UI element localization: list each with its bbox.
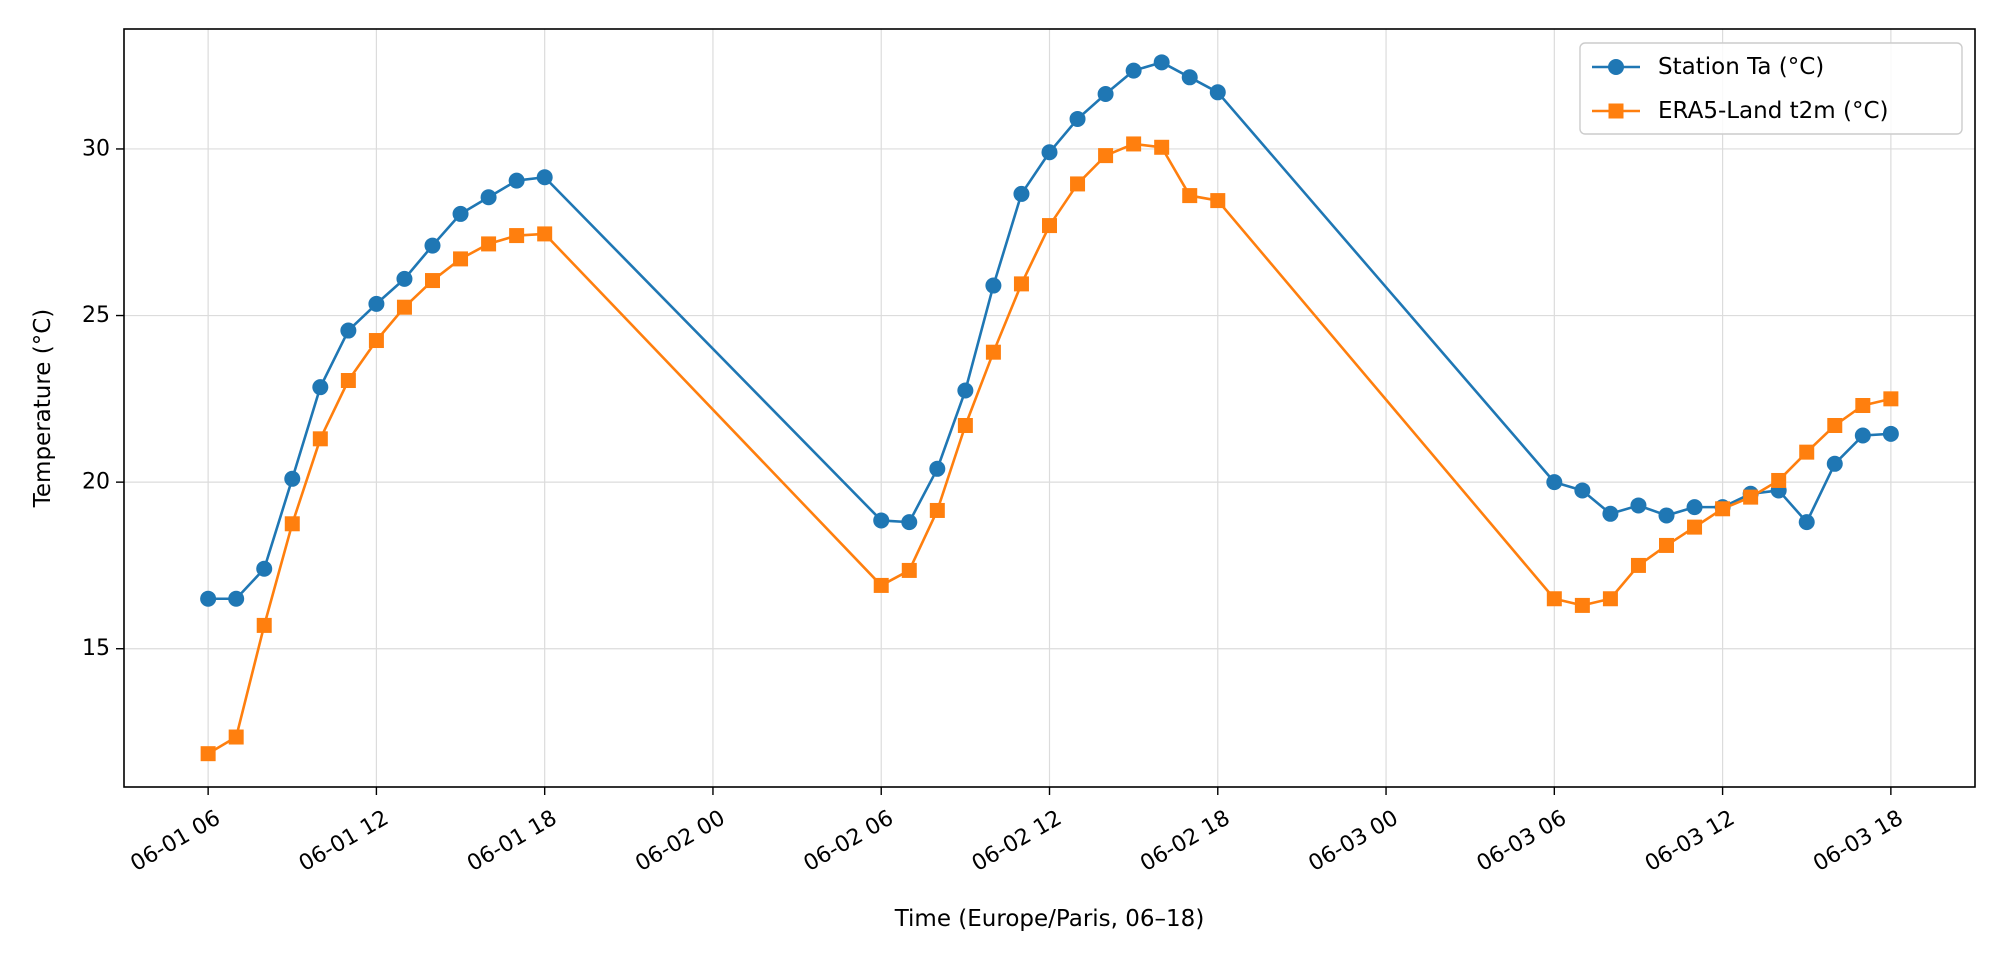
data-point [1181,69,1198,86]
data-point [1687,519,1703,535]
data-point [424,237,441,254]
data-point [537,226,553,242]
y-tick-label: 15 [82,636,110,661]
data-point [312,379,329,396]
data-point [1069,110,1086,127]
data-point [284,470,301,487]
data-point [1602,505,1619,522]
data-point [396,299,412,315]
data-point [929,460,946,477]
data-point [1883,391,1899,407]
data-point [1771,472,1787,488]
data-point [200,746,216,762]
data-point [901,562,917,578]
data-point [481,236,497,252]
data-point [1126,136,1142,152]
data-point [284,516,300,532]
data-point [1041,144,1058,161]
legend-label: ERA5-Land t2m (°C) [1658,98,1889,124]
data-point [901,514,918,531]
data-point [1743,489,1759,505]
data-point [1013,276,1029,292]
data-point [1827,417,1843,433]
y-tick-label: 25 [82,303,110,328]
series-1 [200,136,1899,762]
data-point [1854,427,1871,444]
data-point [1574,482,1591,499]
data-point [873,577,889,593]
data-point [368,333,384,349]
data-point [1098,148,1114,164]
data-point [957,417,973,433]
data-point [312,431,328,447]
data-point [425,273,440,289]
data-point [508,172,525,189]
data-point [536,169,553,186]
data-point [256,617,272,633]
data-point [1182,188,1198,204]
data-point [340,373,356,389]
data-point [1042,218,1057,234]
legend-swatch-marker [1608,59,1624,75]
data-point [256,560,273,577]
data-point [480,189,497,206]
data-point [452,205,469,222]
data-point [1013,185,1030,202]
data-point [1602,591,1618,607]
data-point [1546,591,1562,607]
data-point [200,590,217,607]
legend-label: Station Ta (°C) [1658,54,1824,80]
data-point [1574,597,1590,613]
data-point [985,277,1002,294]
data-point [1659,537,1674,553]
data-point [509,228,525,244]
data-point [228,590,245,607]
data-point [957,382,974,399]
y-tick-label: 20 [82,470,110,495]
y-axis-label: Temperature (°C) [30,309,56,509]
legend: Station Ta (°C) ERA5-Land t2m (°C) [1579,42,1963,135]
series-layer [200,54,1899,762]
y-tick-label: 30 [82,136,110,161]
data-point [1154,139,1170,155]
data-point [1125,62,1142,79]
data-point [1630,497,1647,514]
data-point [1826,455,1843,472]
data-point [1882,425,1899,442]
legend-swatch-marker [1608,103,1624,119]
data-point [1097,85,1114,102]
data-point [929,502,945,518]
data-point [1798,514,1815,531]
legend-item-0: Station Ta (°C) [1592,54,1824,80]
data-point [368,295,385,312]
data-point [396,270,413,287]
data-point [1070,176,1086,192]
data-point [1546,474,1563,491]
data-point [1210,193,1226,209]
data-point [228,729,244,745]
data-point [1855,398,1871,414]
data-point [985,344,1001,360]
data-point [1658,507,1675,524]
data-point [1799,444,1815,460]
data-point [1630,557,1646,573]
data-point [1715,501,1731,517]
data-point [873,512,890,529]
data-point [340,322,357,339]
data-point [1686,499,1703,516]
data-point [1153,54,1170,71]
data-point [1209,84,1226,101]
legend-item-1: ERA5-Land t2m (°C) [1592,98,1889,124]
x-axis-label: Time (Europe/Paris, 06–18) [894,906,1205,932]
legend-box [1579,42,1963,135]
data-point [453,251,469,267]
